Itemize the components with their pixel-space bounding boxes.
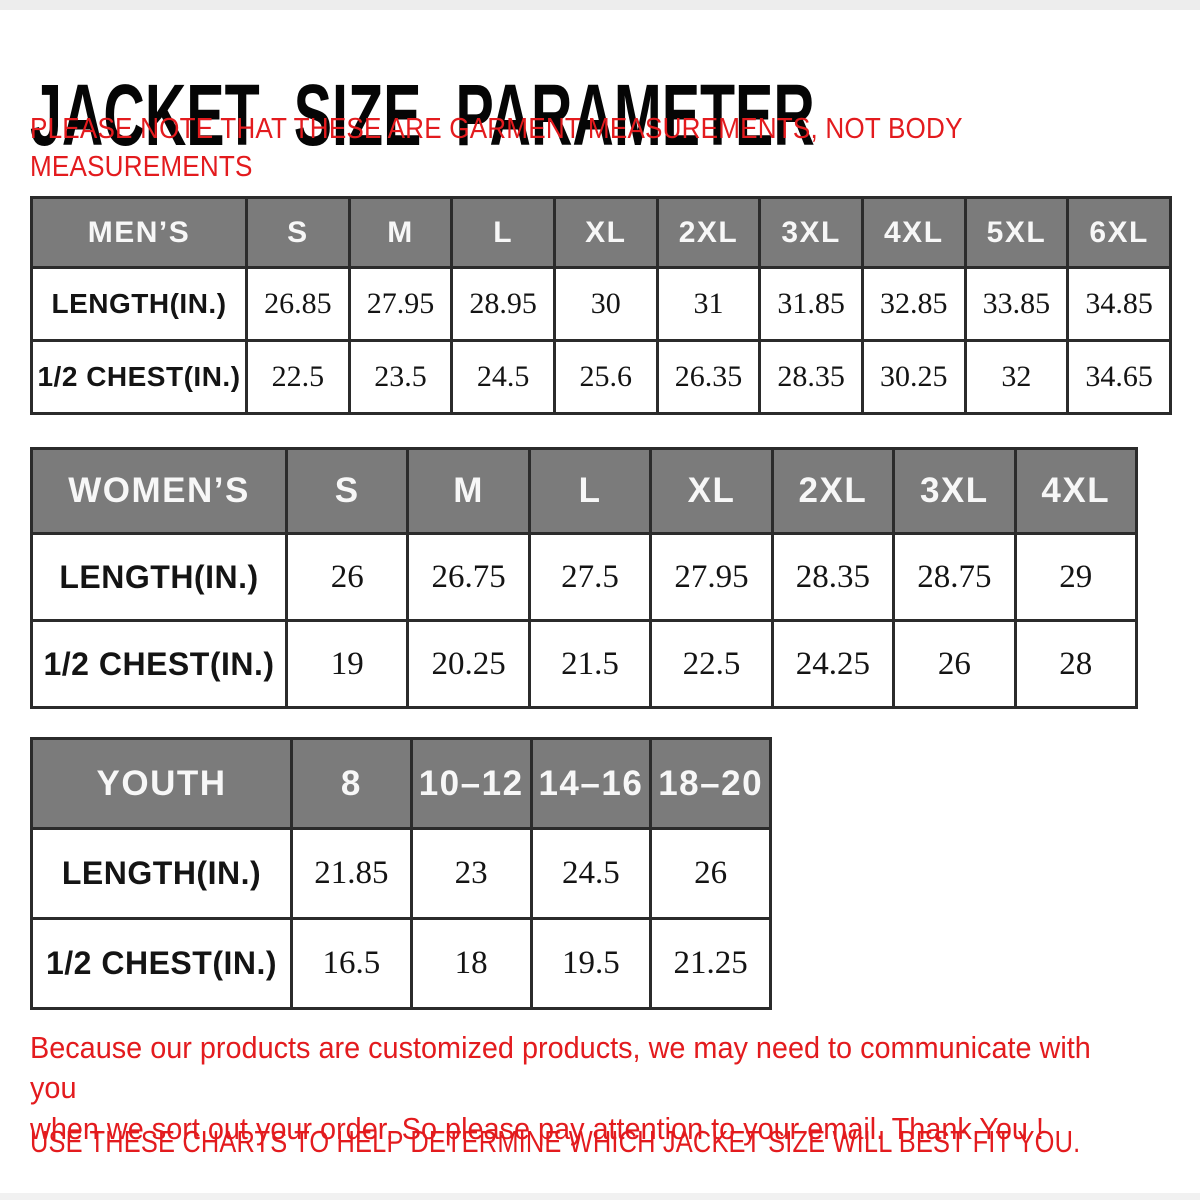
size-header-cell: 4XL xyxy=(1013,447,1139,535)
value-cell: 30 xyxy=(552,266,659,342)
value-cell: 30.25 xyxy=(860,339,967,415)
value-cell: 26 xyxy=(284,532,410,622)
table-title-cell: WOMEN’S xyxy=(30,447,288,535)
value-cell: 34.65 xyxy=(1066,339,1172,415)
size-header-cell: L xyxy=(450,196,556,269)
value-cell: 32.85 xyxy=(860,266,967,342)
value-cell: 24.5 xyxy=(450,339,556,415)
value-cell: 27.5 xyxy=(527,532,653,622)
size-header-cell: 2XL xyxy=(655,196,762,269)
value-cell: 23.5 xyxy=(347,339,454,415)
size-header-cell: 10–12 xyxy=(409,737,533,830)
value-cell: 26.75 xyxy=(406,532,531,622)
value-cell: 19.5 xyxy=(529,917,653,1010)
page-title: JACKET SIZE PARAMETER xyxy=(30,67,815,164)
womens-size-table: WOMEN’S S M L XL 2XL 3XL 4XL LENGTH(IN.) 26 26.75 2… xyxy=(30,447,1139,709)
value-cell: 21.85 xyxy=(290,827,413,920)
value-cell: 23 xyxy=(409,827,533,920)
value-cell: 31.85 xyxy=(758,266,864,342)
row-label-cell: 1/2 CHEST(IN.) xyxy=(30,339,248,415)
value-cell: 33.85 xyxy=(963,266,1070,342)
row-label-cell: LENGTH(IN.) xyxy=(30,266,248,342)
table-title-cell: MEN’S xyxy=(30,196,248,269)
value-cell: 22.5 xyxy=(245,339,351,415)
value-cell: 19 xyxy=(284,619,410,709)
size-header-cell: 3XL xyxy=(758,196,864,269)
garment-measurement-note: PLEASE NOTE THAT THESE ARE GARMENT MEASU… xyxy=(30,113,963,184)
size-header-cell: 3XL xyxy=(892,447,1017,535)
value-cell: 28.35 xyxy=(758,339,864,415)
chart-usage-advice: USE THESE CHARTS TO HELP DETERMINE WHICH… xyxy=(30,1124,1081,1159)
value-cell: 34.85 xyxy=(1066,266,1172,342)
mens-size-table: MEN’S S M L XL 2XL 3XL 4XL 5XL 6XL LENGTH(IN.) 26.8… xyxy=(30,196,1172,415)
row-label-cell: 1/2 CHEST(IN.) xyxy=(30,619,288,709)
bottom-edge-strip xyxy=(0,1193,1200,1200)
value-cell: 16.5 xyxy=(290,917,413,1010)
size-header-cell: 4XL xyxy=(860,196,967,269)
size-header-cell: XL xyxy=(649,447,774,535)
size-header-cell: L xyxy=(527,447,653,535)
customization-notice: Because our products are customized prod… xyxy=(30,1030,1091,1146)
value-cell: 28.95 xyxy=(450,266,556,342)
value-cell: 31 xyxy=(655,266,762,342)
value-cell: 21.25 xyxy=(649,917,772,1010)
value-cell: 20.25 xyxy=(406,619,531,709)
value-cell: 21.5 xyxy=(527,619,653,709)
value-cell: 27.95 xyxy=(649,532,774,622)
value-cell: 24.5 xyxy=(529,827,653,920)
row-label-cell: LENGTH(IN.) xyxy=(30,827,293,920)
value-cell: 24.25 xyxy=(770,619,896,709)
row-label-cell: 1/2 CHEST(IN.) xyxy=(30,917,293,1010)
value-cell: 28 xyxy=(1013,619,1139,709)
value-cell: 25.6 xyxy=(552,339,659,415)
table-title-cell: YOUTH xyxy=(30,737,293,830)
row-label-cell: LENGTH(IN.) xyxy=(30,532,288,622)
size-header-cell: S xyxy=(284,447,410,535)
value-cell: 28.75 xyxy=(892,532,1017,622)
top-edge-strip xyxy=(0,0,1200,10)
size-header-cell: XL xyxy=(552,196,659,269)
value-cell: 26.35 xyxy=(655,339,762,415)
size-header-cell: 14–16 xyxy=(529,737,653,830)
size-header-cell: 18–20 xyxy=(649,737,772,830)
size-header-cell: 6XL xyxy=(1066,196,1172,269)
value-cell: 29 xyxy=(1013,532,1139,622)
size-header-cell: M xyxy=(406,447,531,535)
youth-size-table: YOUTH 8 10–12 14–16 18–20 LENGTH(IN.) 21.85 23 2… xyxy=(30,737,772,1010)
value-cell: 32 xyxy=(963,339,1070,415)
value-cell: 26.85 xyxy=(245,266,351,342)
size-header-cell: 5XL xyxy=(963,196,1070,269)
value-cell: 26 xyxy=(892,619,1017,709)
value-cell: 28.35 xyxy=(770,532,896,622)
value-cell: 18 xyxy=(409,917,533,1010)
size-header-cell: M xyxy=(347,196,454,269)
value-cell: 22.5 xyxy=(649,619,774,709)
size-header-cell: 2XL xyxy=(770,447,896,535)
size-header-cell: S xyxy=(245,196,351,269)
size-header-cell: 8 xyxy=(290,737,413,830)
value-cell: 26 xyxy=(649,827,772,920)
value-cell: 27.95 xyxy=(347,266,454,342)
